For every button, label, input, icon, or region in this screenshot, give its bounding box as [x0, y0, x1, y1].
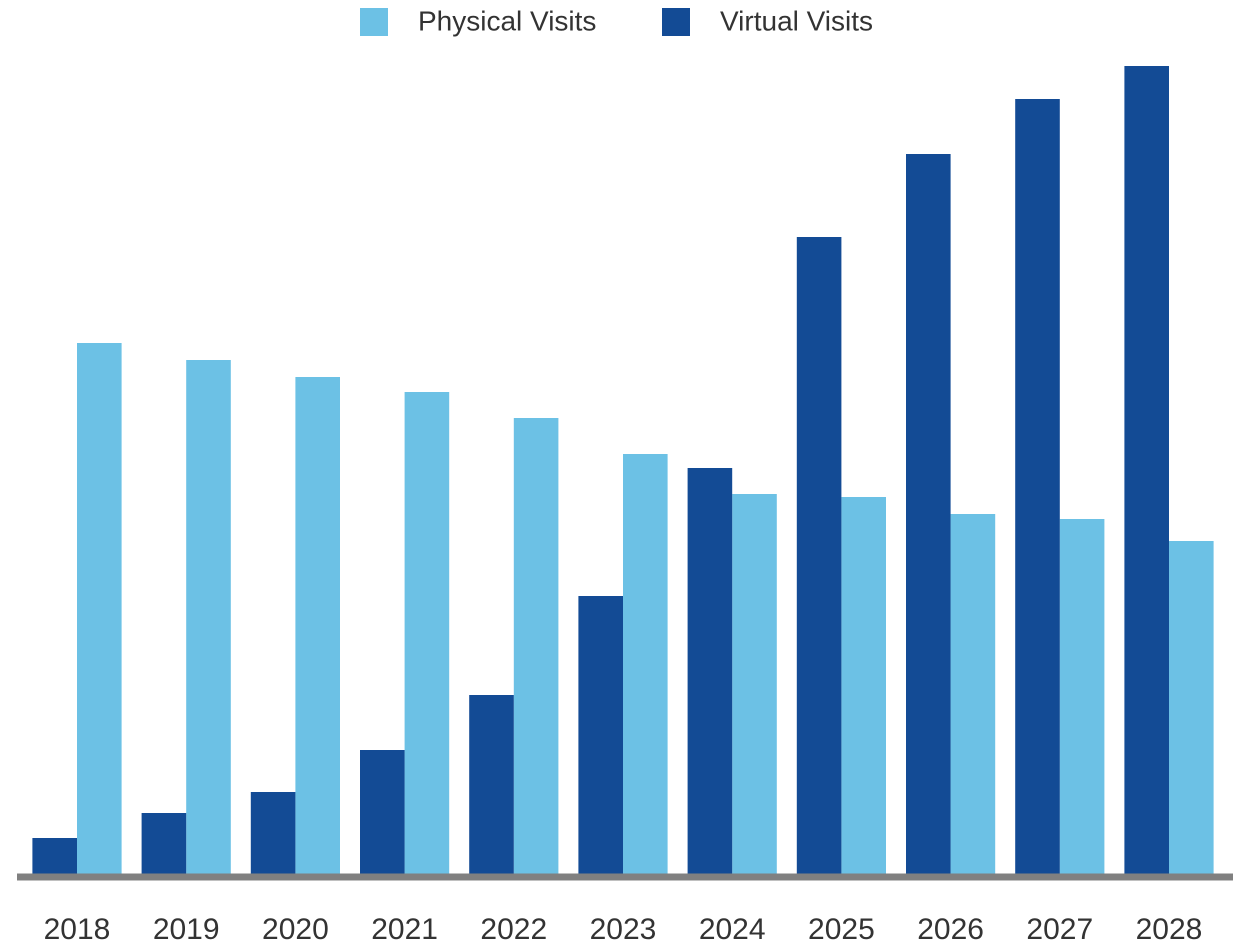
- bar: [687, 468, 733, 875]
- bar: [841, 497, 886, 875]
- bar: [141, 813, 187, 875]
- bar: [796, 237, 842, 875]
- legend-label: Virtual Visits: [720, 5, 873, 36]
- bar: [1124, 66, 1169, 875]
- bar: [32, 838, 77, 875]
- bar: [186, 360, 231, 875]
- legend-swatch: [360, 8, 388, 36]
- legend-swatch: [662, 8, 690, 36]
- bar: [250, 792, 296, 875]
- bar: [1169, 541, 1214, 875]
- x-tick-label: 2018: [44, 913, 111, 945]
- bar: [469, 695, 514, 875]
- x-tick-label: 2020: [262, 913, 329, 945]
- bar: [578, 596, 623, 875]
- bar: [360, 750, 405, 875]
- x-tick-label: 2019: [153, 913, 220, 945]
- bar: [404, 392, 450, 875]
- bar: [732, 494, 777, 875]
- bar: [950, 514, 996, 875]
- bar: [1059, 519, 1105, 875]
- x-tick-label: 2028: [1136, 913, 1203, 945]
- bar: [513, 418, 559, 875]
- x-tick-label: 2025: [808, 913, 875, 945]
- bar: [623, 454, 668, 875]
- x-tick-label: 2027: [1026, 913, 1093, 945]
- x-tick-label: 2023: [590, 913, 657, 945]
- bar: [906, 154, 951, 875]
- x-tick-label: 2026: [917, 913, 984, 945]
- x-tick-label: 2021: [371, 913, 438, 945]
- bar: [1015, 99, 1060, 875]
- x-tick-label: 2022: [480, 913, 547, 945]
- bar: [77, 343, 122, 875]
- bar: [295, 377, 340, 875]
- legend-label: Physical Visits: [418, 5, 596, 36]
- x-tick-label: 2024: [699, 913, 766, 945]
